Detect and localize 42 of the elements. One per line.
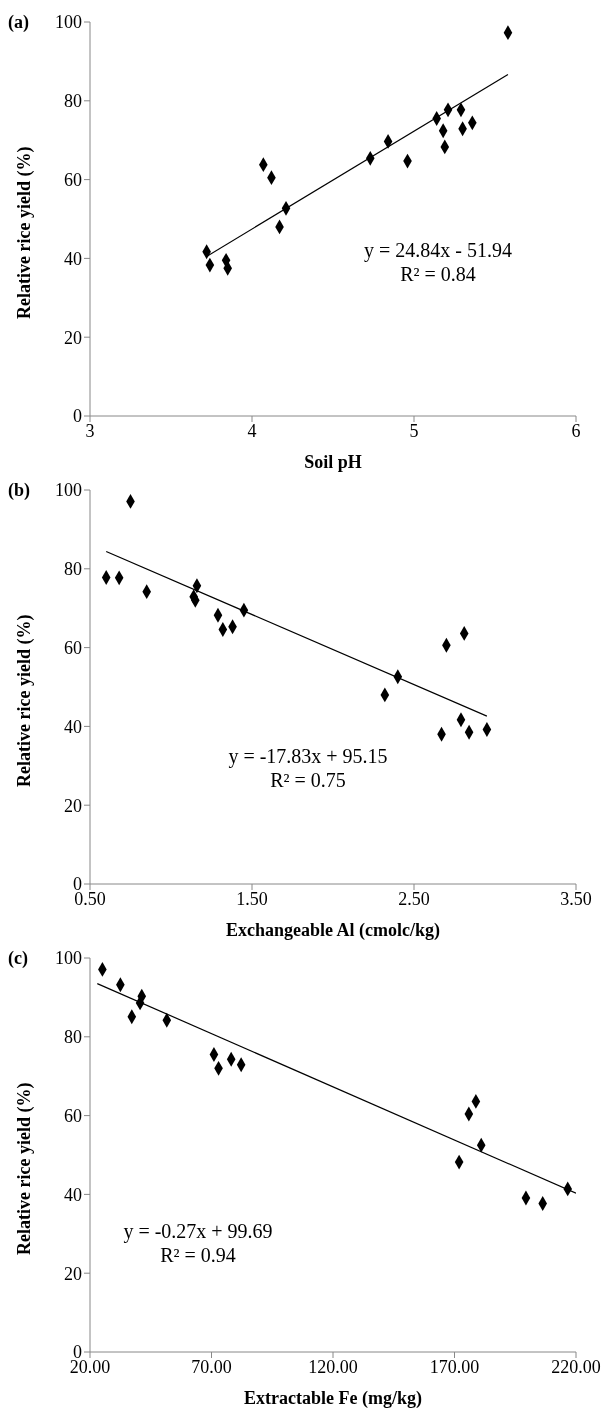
x-tick-label: 3: [85, 420, 95, 441]
chart-title: (c): [8, 948, 28, 969]
y-tick-label: 60: [64, 637, 82, 658]
x-tick-label: 220.00: [551, 1356, 601, 1377]
y-tick-label: 20: [64, 795, 82, 816]
y-tick-label: 60: [64, 1105, 82, 1126]
y-tick-label: 40: [64, 1184, 82, 1205]
y-tick-label: 100: [55, 948, 82, 969]
x-tick-label: 6: [571, 420, 581, 441]
annotation: R² = 0.84: [399, 262, 477, 286]
chart-title: (b): [8, 480, 30, 501]
y-tick-label: 40: [64, 248, 82, 269]
y-tick-label: 100: [55, 12, 82, 33]
x-tick-label: 3.50: [560, 888, 592, 909]
x-tick-label: 1.50: [236, 888, 268, 909]
y-tick-label: 80: [64, 559, 82, 580]
chart-title: (a): [8, 12, 29, 33]
y-tick-label: 80: [64, 1027, 82, 1048]
y-tick-label: 100: [55, 480, 82, 501]
y-tick-label: 20: [64, 327, 82, 348]
x-tick-label: 70.00: [191, 1356, 232, 1377]
x-tick-label: 120.00: [308, 1356, 358, 1377]
annotation: R² = 0.94: [160, 1244, 236, 1266]
x-axis-title: Exchangeable Al (cmolc/kg): [226, 920, 440, 941]
x-tick-label: 5: [409, 420, 419, 441]
annotation: R² = 0.75: [269, 768, 347, 792]
y-tick-label: 60: [64, 169, 82, 190]
x-axis-title: Soil pH: [304, 452, 362, 472]
annotation: y = -17.83x + 95.15: [227, 744, 389, 768]
y-axis-title: Relative rice yield (%): [14, 146, 36, 319]
x-axis-title: Extractable Fe (mg/kg): [244, 1388, 422, 1409]
x-tick-label: 2.50: [398, 888, 430, 909]
annotation: y = 24.84x - 51.94: [363, 238, 513, 262]
y-tick-label: 40: [64, 716, 82, 737]
y-tick-label: 80: [64, 91, 82, 112]
y-axis-title: Relative rice yield (%): [14, 1082, 36, 1255]
annotation: y = -0.27x + 99.69: [122, 1219, 274, 1243]
y-axis-title: Relative rice yield (%): [14, 614, 36, 787]
y-tick-label: 20: [64, 1263, 82, 1284]
x-tick-label: 4: [247, 420, 257, 441]
x-tick-label: 170.00: [429, 1356, 480, 1377]
y-tick-label: 0: [73, 406, 82, 427]
